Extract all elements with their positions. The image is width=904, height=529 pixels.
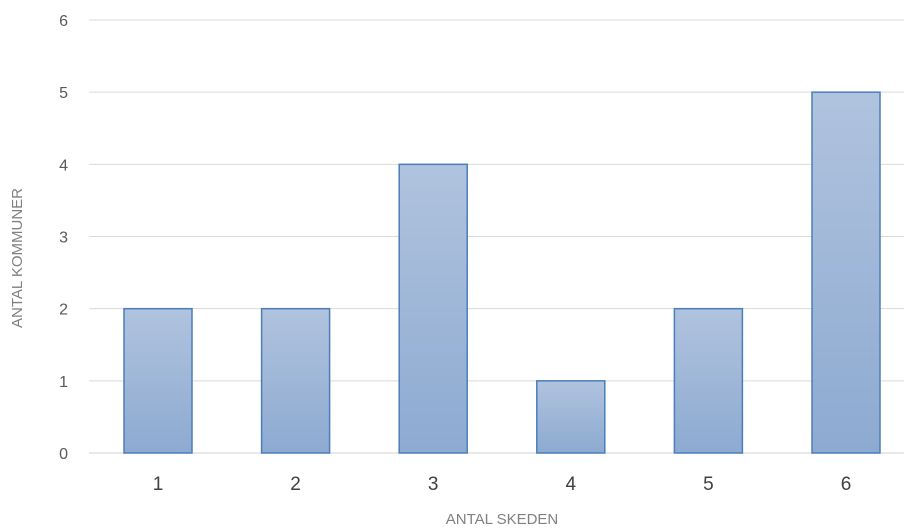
y-tick-label: 5 — [59, 85, 68, 102]
x-tick-label: 5 — [703, 474, 714, 495]
x-tick-label: 2 — [290, 474, 301, 495]
y-tick-label: 2 — [59, 302, 68, 319]
bar-5 — [673, 307, 744, 454]
x-axis-title: ANTAL SKEDEN — [446, 511, 559, 528]
y-tick-label: 4 — [59, 157, 68, 174]
y-axis-title: ANTAL KOMMUNER — [9, 188, 26, 328]
gridlines — [89, 19, 904, 454]
x-axis-tick-labels: 1 2 3 4 5 6 — [153, 474, 852, 495]
bar-6 — [811, 91, 881, 454]
bar-3 — [398, 163, 468, 454]
bar-2 — [260, 307, 331, 454]
y-tick-label: 6 — [59, 13, 68, 30]
x-tick-label: 3 — [428, 474, 439, 495]
y-tick-label: 3 — [59, 230, 68, 247]
bar-4 — [536, 380, 606, 454]
y-axis-tick-labels: 0 1 2 3 4 5 6 — [59, 13, 68, 463]
x-tick-label: 1 — [153, 474, 164, 495]
x-tick-label: 6 — [841, 474, 852, 495]
y-tick-label: 0 — [59, 446, 68, 463]
bar-1 — [123, 307, 193, 454]
bars — [123, 91, 881, 454]
x-tick-label: 4 — [566, 474, 577, 495]
y-tick-label: 1 — [59, 374, 68, 391]
